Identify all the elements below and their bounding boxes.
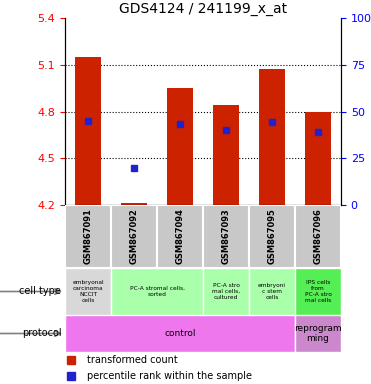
Text: percentile rank within the sample: percentile rank within the sample (87, 371, 252, 381)
Bar (111, 205, 157, 268)
Text: GSM867092: GSM867092 (129, 209, 138, 265)
Text: embryoni
c stem
cells: embryoni c stem cells (258, 283, 286, 300)
Text: GSM867094: GSM867094 (175, 209, 184, 265)
Text: embryonal
carcinoma
NCCIT
cells: embryonal carcinoma NCCIT cells (72, 280, 104, 303)
Text: GSM867093: GSM867093 (221, 209, 230, 264)
Text: transformed count: transformed count (87, 355, 178, 365)
Text: PC-A stromal cells,
sorted: PC-A stromal cells, sorted (129, 286, 184, 297)
Text: PC-A stro
mal cells,
cultured: PC-A stro mal cells, cultured (212, 283, 240, 300)
Bar (259, 70, 285, 205)
Text: control: control (164, 329, 196, 338)
Bar (167, 88, 193, 205)
Text: reprogram
ming: reprogram ming (294, 324, 342, 343)
Bar (111, 268, 203, 315)
Text: protocol: protocol (22, 328, 61, 339)
Bar (203, 205, 249, 268)
Title: GDS4124 / 241199_x_at: GDS4124 / 241199_x_at (119, 2, 287, 16)
Bar (295, 315, 341, 352)
Bar (157, 205, 203, 268)
Text: IPS cells
from
PC-A stro
mal cells: IPS cells from PC-A stro mal cells (305, 280, 331, 303)
Text: GSM867095: GSM867095 (267, 209, 276, 265)
Bar (249, 205, 295, 268)
Bar (249, 268, 295, 315)
Bar (213, 105, 239, 205)
Text: GSM867091: GSM867091 (83, 209, 92, 265)
Text: GSM867096: GSM867096 (313, 209, 322, 265)
Bar (203, 268, 249, 315)
Bar (75, 57, 101, 205)
Bar (305, 111, 331, 205)
Bar (295, 268, 341, 315)
Bar (65, 205, 111, 268)
Bar (65, 268, 111, 315)
Bar (121, 204, 147, 205)
Bar (295, 205, 341, 268)
Bar (65, 315, 295, 352)
Text: cell type: cell type (19, 286, 61, 296)
